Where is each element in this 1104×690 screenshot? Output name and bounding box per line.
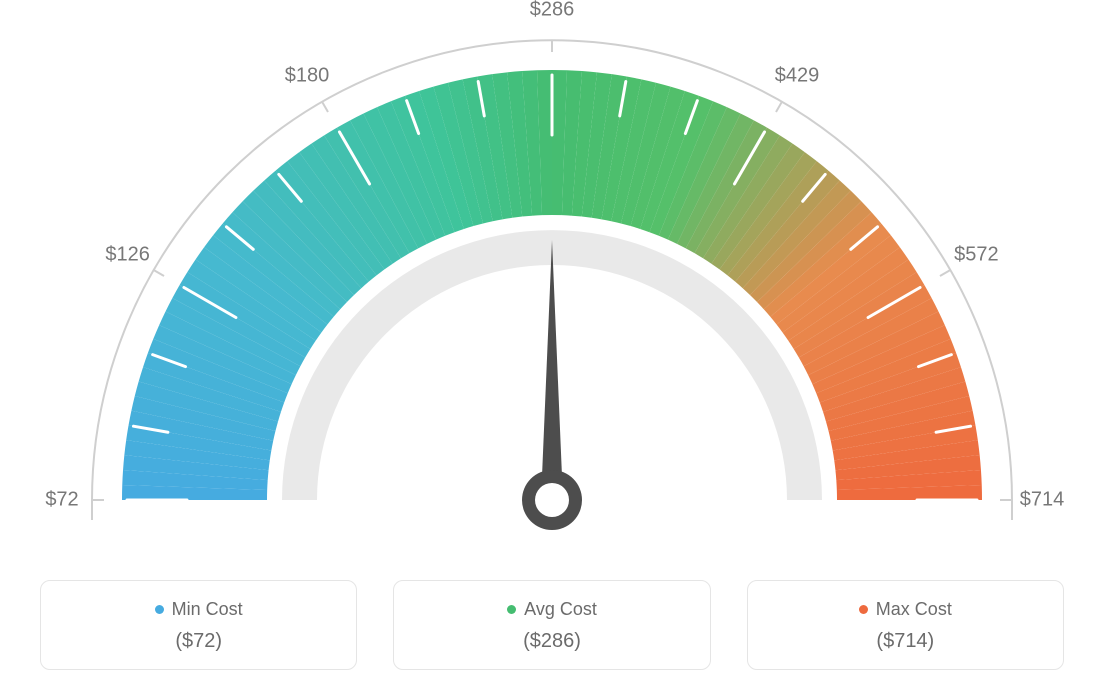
dot-icon [507,605,516,614]
dot-icon [859,605,868,614]
legend-label: Max Cost [876,599,952,620]
tick-label: $72 [45,489,78,512]
legend-row: Min Cost ($72) Avg Cost ($286) Max Cost … [0,580,1104,670]
legend-value: ($72) [51,630,346,653]
legend-title-avg: Avg Cost [507,599,597,620]
legend-title-min: Min Cost [155,599,243,620]
tick-label: $180 [285,64,330,87]
legend-title-max: Max Cost [859,599,952,620]
tick-label: $126 [105,244,150,267]
tick-label: $429 [775,64,820,87]
legend-value: ($286) [404,630,699,653]
legend-card-min: Min Cost ($72) [40,580,357,670]
tick-label: $286 [530,0,575,22]
legend-value: ($714) [758,630,1053,653]
tick-label: $714 [1020,489,1065,512]
legend-card-max: Max Cost ($714) [747,580,1064,670]
tick-label: $572 [954,244,999,267]
legend-label: Avg Cost [524,599,597,620]
gauge-svg [0,0,1104,560]
cost-gauge-chart: $72 $126 $180 $286 $429 $572 $714 [0,0,1104,560]
legend-label: Min Cost [172,599,243,620]
dot-icon [155,605,164,614]
legend-card-avg: Avg Cost ($286) [393,580,710,670]
